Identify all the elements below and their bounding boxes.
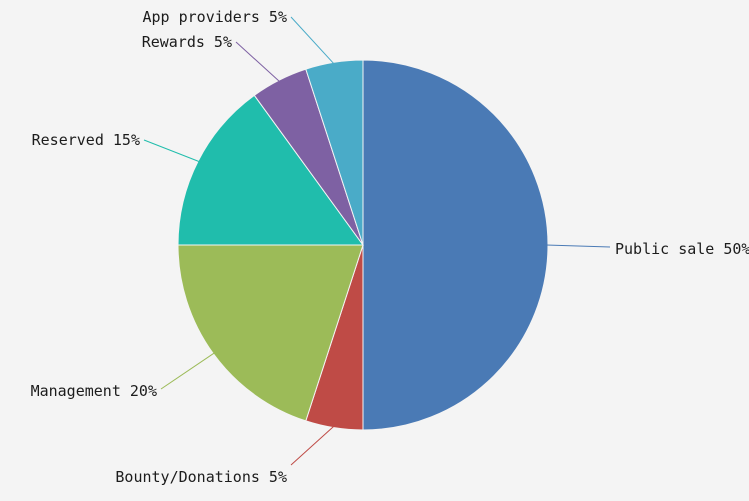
- leader-line-reserved: [143, 139, 201, 163]
- leader-line-bounty-donations: [290, 425, 335, 466]
- slice-label-public-sale: Public sale 50%: [615, 240, 749, 258]
- slice-label-app-providers: App providers 5%: [142, 8, 288, 26]
- leader-line-rewards: [235, 41, 281, 83]
- pie-slice-public-sale[interactable]: [362, 59, 549, 431]
- slice-label-rewards: Rewards 5%: [141, 33, 232, 51]
- slice-label-reserved: Reserved 15%: [31, 131, 140, 149]
- pie-slice-app-providers[interactable]: [305, 59, 364, 246]
- slice-label-bounty-donations: Bounty/Donations 5%: [115, 468, 287, 486]
- leader-line-public-sale: [545, 244, 611, 248]
- leader-line-app-providers: [290, 16, 335, 65]
- slice-label-management: Management 20%: [30, 382, 157, 400]
- leader-line-management: [160, 352, 216, 390]
